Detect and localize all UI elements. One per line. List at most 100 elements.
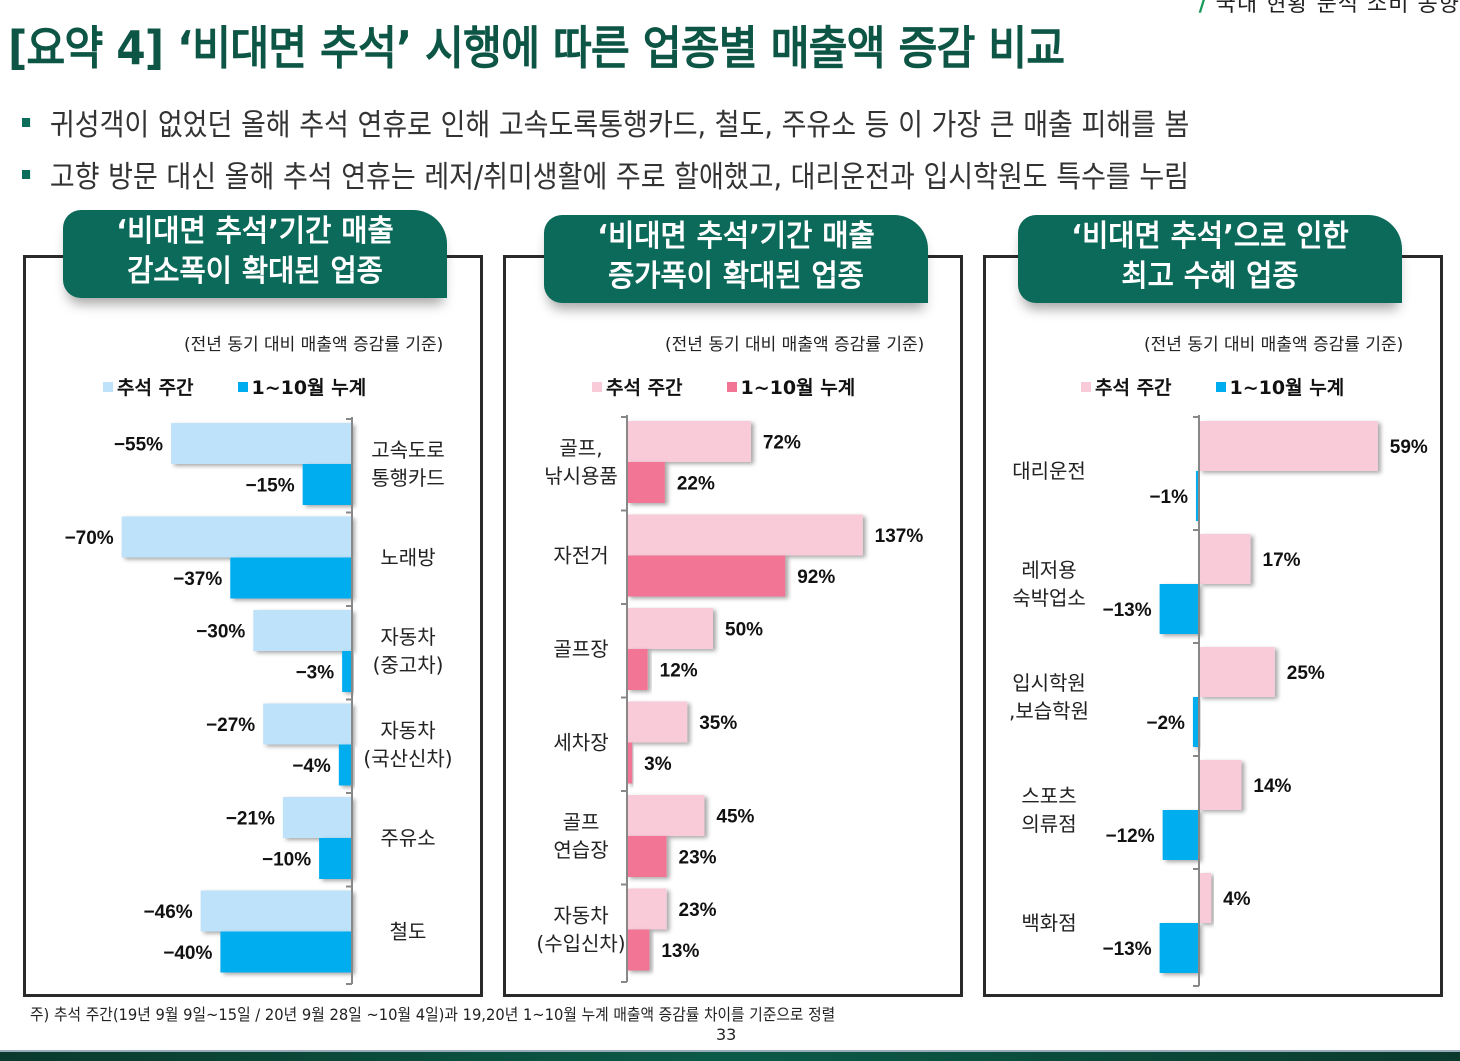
legend-item: 1~10월 누계 — [237, 373, 367, 400]
bar-chuseok-week-2 — [253, 610, 352, 651]
data-label: 45% — [716, 807, 754, 828]
bar-cumulative-0 — [302, 464, 352, 505]
data-label: 137% — [875, 526, 924, 547]
panel-decrease-title: ‘비대면 추석’기간 매출 감소폭이 확대된 업종 — [63, 210, 447, 298]
data-label: 50% — [725, 620, 763, 641]
bar-chuseok-week-1 — [1199, 534, 1251, 584]
legend-item: 1~10월 누계 — [726, 373, 856, 400]
bullet-list: 귀성객이 없었던 올해 추석 연휴로 인해 고속도록통행카드, 철도, 주유소 … — [22, 96, 1319, 200]
category-label: 자동차 — [553, 904, 608, 928]
category-label: 철도 — [390, 920, 427, 944]
data-label: −21% — [226, 809, 275, 830]
data-label: 72% — [763, 433, 801, 454]
title-line: 감소폭이 확대된 업종 — [127, 254, 383, 289]
panel-increase-legend: 추석 주간 1~10월 누계 — [592, 373, 899, 400]
data-label: −13% — [1102, 939, 1151, 960]
category-label: 자동차 — [380, 625, 435, 649]
bar-chuseok-week-3 — [1199, 760, 1242, 810]
bar-cumulative-3 — [1162, 810, 1199, 860]
square-bullet-icon — [22, 117, 31, 127]
category-label: 노래방 — [380, 546, 435, 570]
bar-cumulative-5 — [220, 931, 352, 973]
header-top-right-text: / 국내 현황 분석 소비 동향 — [1199, 0, 1460, 18]
bar-chuseok-week-1 — [121, 516, 352, 558]
legend-swatch — [237, 381, 248, 392]
bar-chuseok-week-1 — [627, 514, 863, 556]
category-label: 주유소 — [380, 826, 435, 850]
bar-cumulative-1 — [230, 557, 352, 599]
bar-chuseok-week-2 — [1199, 647, 1275, 697]
data-label: −27% — [206, 715, 255, 736]
bar-cumulative-1 — [627, 555, 786, 597]
category-label: 연습장 — [553, 838, 608, 862]
data-label: 17% — [1263, 550, 1301, 571]
legend-label: 추석 주간 — [117, 377, 194, 399]
bar-chuseok-week-3 — [263, 703, 352, 745]
panel-increase — [503, 255, 963, 997]
legend-label: 추석 주간 — [606, 377, 683, 399]
bar-cumulative-2 — [1192, 697, 1199, 747]
bar-cumulative-3 — [627, 742, 633, 784]
chart-increase: 72% 22% 골프, 낚시용품 137% 92% 자전거 50% 12% 골프장 35% 3% 세차장… — [536, 415, 924, 983]
data-label: −4% — [292, 756, 331, 777]
data-label: 22% — [677, 474, 715, 495]
category-label: 통행카드 — [371, 466, 445, 490]
category-label: 고속도로 — [371, 438, 445, 462]
square-bullet-icon — [22, 169, 31, 179]
panel-decrease-note: (전년 동기 대비 매출액 증감률 기준) — [184, 335, 444, 355]
data-label: −46% — [144, 902, 193, 923]
bar-cumulative-4 — [319, 838, 352, 879]
bar-chuseok-week-0 — [627, 421, 751, 462]
bar-chuseok-week-4 — [627, 795, 705, 836]
category-label: (중고차) — [373, 653, 444, 677]
legend-label: 1~10월 누계 — [740, 377, 856, 399]
legend-swatch — [592, 381, 602, 392]
legend-item: 1~10월 누계 — [1215, 373, 1344, 400]
title-line: ‘비대면 추석’기간 매출 — [116, 214, 394, 249]
title-line: 증가폭이 확대된 업종 — [608, 259, 864, 294]
panel-beneficiary-note: (전년 동기 대비 매출액 증감률 기준) — [1144, 335, 1404, 355]
category-label: 입시학원 — [1012, 671, 1086, 695]
bar-cumulative-2 — [627, 649, 648, 690]
data-label: −13% — [1102, 600, 1151, 621]
category-label: 대리운전 — [1012, 459, 1086, 483]
legend-swatch — [726, 381, 737, 392]
data-label: −10% — [262, 850, 311, 871]
category-label: (국산신차) — [363, 747, 452, 771]
category-label: 의류점 — [1021, 812, 1076, 836]
bar-chuseok-week-0 — [1199, 421, 1378, 471]
panel-beneficiary — [983, 255, 1443, 997]
data-label: −15% — [246, 476, 295, 497]
title-line: ‘비대면 추석’기간 매출 — [597, 219, 875, 254]
title-line: 최고 수혜 업종 — [1121, 259, 1299, 294]
bullet-text: 귀성객이 없었던 올해 추석 연휴로 인해 고속도록통행카드, 철도, 주유소 … — [49, 108, 1190, 143]
data-label: 59% — [1390, 437, 1428, 458]
category-label: 낚시용품 — [544, 464, 618, 488]
slash-icon: / — [1198, 0, 1208, 17]
category-label: 골프, — [559, 436, 602, 460]
legend-label: 1~10월 누계 — [251, 377, 367, 399]
bullet-item: 고향 방문 대신 올해 추석 연휴는 레저/취미생활에 주로 할애했고, 대리운… — [22, 148, 1189, 200]
data-label: −40% — [163, 943, 212, 964]
data-label: 3% — [644, 754, 672, 775]
data-label: 13% — [661, 941, 699, 962]
page-number: 33 — [716, 1025, 737, 1044]
category-label: 숙박업소 — [1012, 586, 1086, 610]
panel-beneficiary-title: ‘비대면 추석’으로 인한 최고 수혜 업종 — [1018, 215, 1402, 303]
bar-cumulative-0 — [1195, 471, 1199, 521]
top-right-label: 국내 현황 분석 소비 동향 — [1215, 0, 1460, 17]
bar-cumulative-4 — [627, 836, 667, 877]
panel-decrease-legend: 추석 주간 1~10월 누계 — [103, 373, 410, 400]
data-label: −70% — [65, 528, 114, 549]
footnote: 주) 추석 주간(19년 9월 9일~15일 / 20년 9월 28일 ~10월… — [30, 1005, 836, 1024]
bar-cumulative-2 — [342, 651, 352, 692]
bullet-item: 귀성객이 없었던 올해 추석 연휴로 인해 고속도록통행카드, 철도, 주유소 … — [22, 96, 1189, 148]
legend-swatch — [1081, 381, 1091, 392]
legend-swatch — [1215, 381, 1226, 392]
legend-item: 추석 주간 — [592, 373, 683, 400]
panel-decrease — [23, 255, 483, 997]
data-label: −3% — [296, 663, 335, 684]
bar-cumulative-0 — [627, 462, 665, 503]
bar-chuseok-week-3 — [627, 701, 688, 743]
data-label: 14% — [1253, 776, 1291, 797]
